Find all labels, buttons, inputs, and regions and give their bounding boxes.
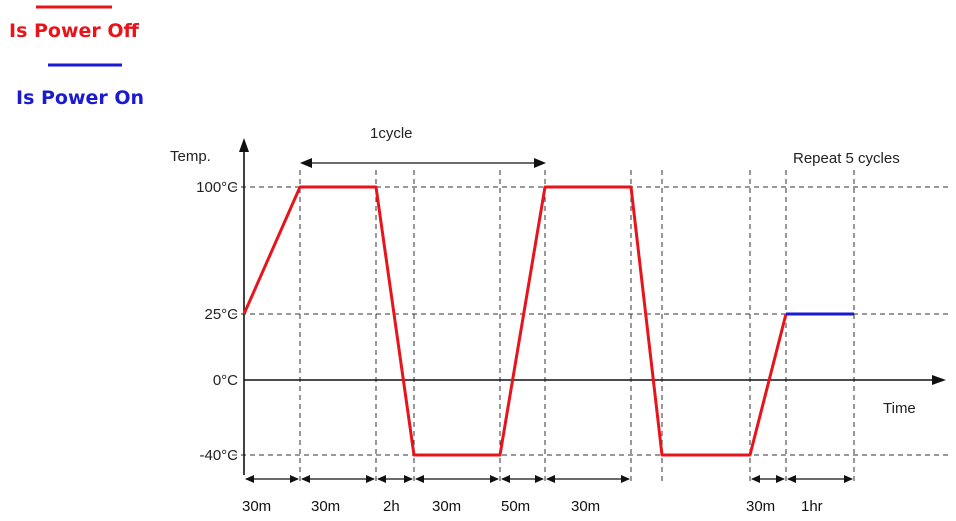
duration-arrowhead — [535, 475, 544, 483]
x-axis-title: Time — [883, 400, 916, 417]
duration-label: 30m — [432, 498, 461, 515]
y-axis-title: Temp. — [170, 148, 211, 165]
cycle-span-arrow-right — [534, 158, 546, 168]
duration-arrowhead — [366, 475, 375, 483]
duration-arrowhead — [290, 475, 299, 483]
duration-arrowhead — [245, 475, 254, 483]
duration-label: 30m — [311, 498, 340, 515]
duration-arrowhead — [377, 475, 386, 483]
duration-arrowhead — [844, 475, 853, 483]
legend: Is Power Off Is Power On — [9, 5, 144, 109]
duration-arrowhead — [301, 475, 310, 483]
duration-label: 50m — [501, 498, 530, 515]
duration-arrowhead — [415, 475, 424, 483]
y-tick-label: -40°C — [199, 447, 238, 464]
duration-arrowhead — [546, 475, 555, 483]
duration-arrowhead — [751, 475, 760, 483]
legend-power-on-label: Is Power On — [16, 87, 144, 109]
y-axis-arrow — [239, 138, 249, 152]
annotations: 1cycle Repeat 5 cycles — [300, 125, 900, 168]
cycle-span-arrow-left — [300, 158, 312, 168]
repeat-label: Repeat 5 cycles — [793, 150, 900, 167]
duration-arrowhead — [776, 475, 785, 483]
legend-power-off-label: Is Power Off — [9, 20, 140, 42]
duration-label: 30m — [746, 498, 775, 515]
duration-arrowhead — [621, 475, 630, 483]
duration-label: 2h — [383, 498, 400, 515]
y-tick-label: 25°C — [204, 306, 238, 323]
duration-arrowhead — [490, 475, 499, 483]
duration-arrowhead — [787, 475, 796, 483]
duration-arrows — [245, 475, 853, 483]
duration-label: 1hr — [801, 498, 823, 515]
y-tick-label: 100°C — [196, 179, 238, 196]
cycle-label: 1cycle — [370, 125, 413, 142]
duration-labels: 30m 30m 2h 30m 50m 30m 30m 1hr — [242, 498, 823, 515]
y-tick-labels: 100°C 25°C 0°C -40°C — [196, 179, 238, 464]
x-axis-arrow — [932, 375, 946, 385]
duration-label: 30m — [571, 498, 600, 515]
duration-arrowhead — [501, 475, 510, 483]
axes: Temp. Time — [170, 138, 946, 475]
y-tick-label: 0°C — [213, 372, 238, 389]
duration-label: 30m — [242, 498, 271, 515]
horizontal-gridlines — [232, 186, 948, 456]
vertical-gridlines — [299, 170, 855, 482]
duration-arrowhead — [404, 475, 413, 483]
series-power-off-line — [242, 185, 788, 457]
